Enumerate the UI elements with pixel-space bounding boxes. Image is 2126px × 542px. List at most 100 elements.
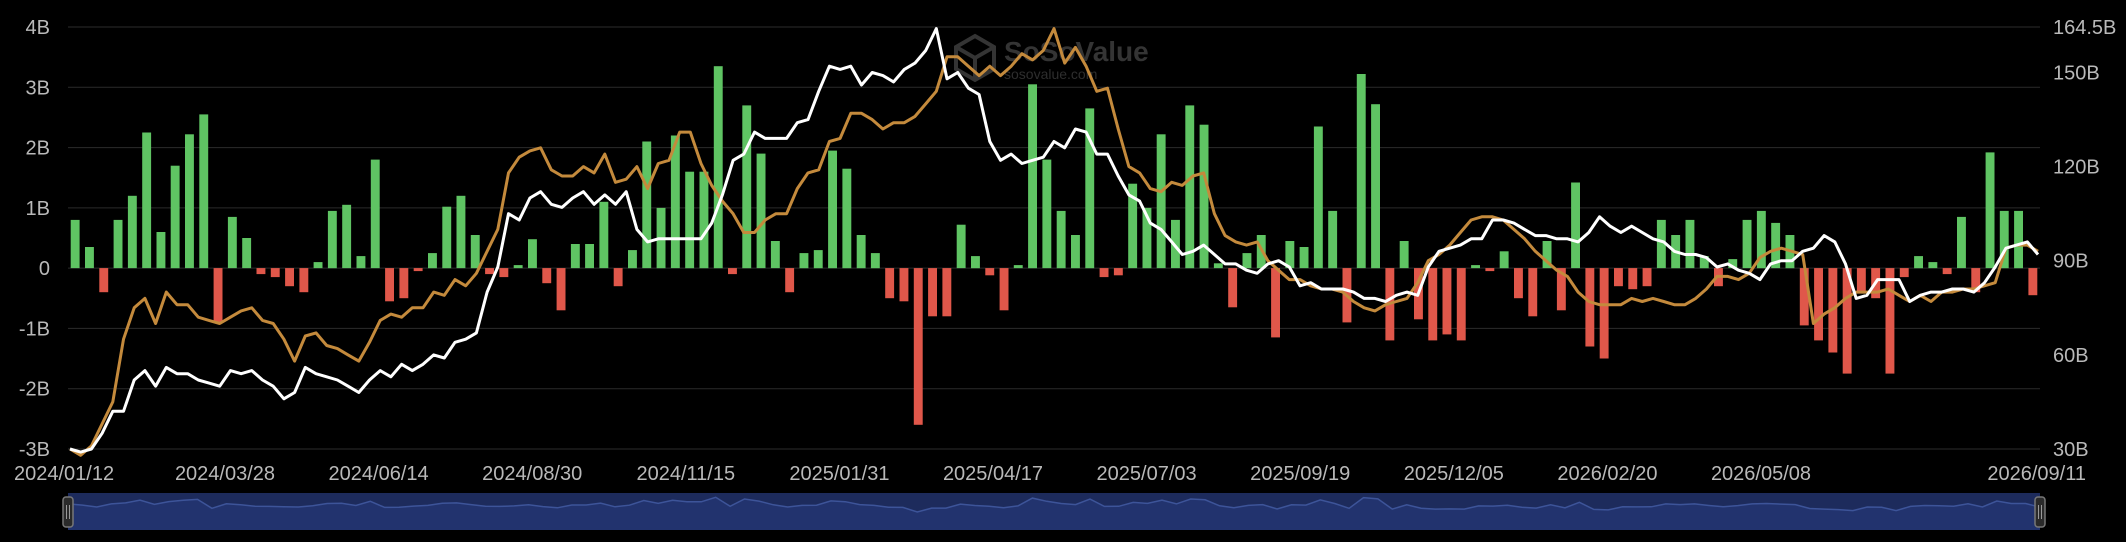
outflow-bar xyxy=(928,268,937,317)
inflow-bar xyxy=(799,253,809,269)
inflow-bar xyxy=(2014,210,2023,269)
outflow-bar xyxy=(1428,268,1438,341)
right-tick-label: 30B xyxy=(2053,439,2089,461)
inflow-bar xyxy=(599,201,609,269)
inflow-bar xyxy=(1756,210,1766,269)
inflow-bar xyxy=(585,244,594,269)
outflow-bar xyxy=(1856,268,1866,293)
inflow-bar xyxy=(1771,222,1781,269)
outflow-bar xyxy=(1271,268,1280,338)
outflow-bar xyxy=(728,268,737,275)
inflow-bar xyxy=(342,204,352,269)
inflow-bar xyxy=(1199,124,1209,269)
inflow-bar xyxy=(813,250,823,269)
inflow-bar xyxy=(185,134,194,269)
inflow-bar xyxy=(956,224,966,269)
left-tick-label: 2B xyxy=(26,138,50,160)
inflow-bar xyxy=(456,195,466,269)
outflow-bar xyxy=(1456,268,1466,341)
inflow-bar xyxy=(713,66,723,269)
left-tick-label: 1B xyxy=(26,198,50,220)
inflow-bar xyxy=(242,238,252,269)
asset-lines xyxy=(69,27,2040,457)
outflow-bar xyxy=(99,268,109,293)
inflow-bar xyxy=(199,114,209,269)
x-tick-label: 2024/08/30 xyxy=(482,463,582,485)
outflow-bar xyxy=(1642,268,1652,287)
outflow-bar xyxy=(1628,268,1638,290)
outflow-bar xyxy=(985,268,995,276)
outflow-bar xyxy=(942,268,952,317)
x-tick-label: 2025/01/31 xyxy=(789,463,889,485)
right-tick-label: 164.5B xyxy=(2053,17,2116,39)
outflow-bar xyxy=(542,268,552,284)
outflow-bar xyxy=(1599,268,1609,359)
inflow-bar xyxy=(756,153,766,269)
outflow-bar xyxy=(899,268,909,302)
inflow-bar xyxy=(1957,216,1966,269)
inflow-bar xyxy=(1656,219,1666,269)
inflow-bar xyxy=(327,210,337,269)
outflow-bar xyxy=(213,268,223,323)
inflow-bar xyxy=(1028,84,1037,269)
x-tick-label: 2026/05/08 xyxy=(1711,463,1811,485)
outflow-bar xyxy=(1942,268,1952,275)
outflow-bar xyxy=(1485,268,1495,272)
inflow-bar xyxy=(70,219,80,269)
x-tick-label: 2025/09/19 xyxy=(1250,463,1350,485)
inflow-bar xyxy=(1699,256,1709,269)
inflow-bar xyxy=(842,168,852,269)
navigator-right-handle[interactable] xyxy=(2034,496,2046,528)
outflow-bar xyxy=(256,268,266,275)
outflow-bar xyxy=(399,268,409,299)
outflow-bar xyxy=(1971,268,1981,293)
inflow-bar xyxy=(770,241,780,269)
inflow-bar xyxy=(513,265,523,269)
x-tick-label: 2024/06/14 xyxy=(329,463,429,485)
inflow-bar xyxy=(1985,152,1995,269)
inflow-bar xyxy=(1156,134,1166,269)
inflow-bar xyxy=(1685,219,1695,269)
outflow-bar xyxy=(1528,268,1538,317)
right-tick-label: 150B xyxy=(2053,62,2100,84)
inflow-bar xyxy=(1499,251,1509,269)
inflow-bar xyxy=(628,250,637,269)
outflow-bar xyxy=(613,268,623,287)
inflow-bar xyxy=(670,135,680,269)
outflow-bar xyxy=(1614,268,1623,287)
left-tick-label: 4B xyxy=(26,17,50,39)
inflow-bar xyxy=(971,256,980,269)
inflow-bar xyxy=(1056,210,1066,269)
outflow-bar xyxy=(1899,268,1909,278)
inflow-bar xyxy=(470,235,480,269)
outflow-bar xyxy=(1585,268,1595,347)
x-tick-label: 2025/12/05 xyxy=(1404,463,1504,485)
x-axis-ticks: 2024/01/12 2024/03/28 2024/06/14 2024/08/30… xyxy=(14,463,2086,485)
outflow-bar xyxy=(485,268,494,275)
outflow-bar xyxy=(785,268,795,293)
outflow-bar xyxy=(270,268,280,278)
outflow-bar xyxy=(385,268,394,302)
navigator-left-handle[interactable] xyxy=(62,496,74,528)
inflow-bar xyxy=(113,219,123,269)
inflow-bar xyxy=(1085,108,1095,269)
left-tick-label: -3B xyxy=(19,439,50,461)
inflow-bar xyxy=(742,105,752,269)
x-tick-label: 2024/01/12 xyxy=(14,463,114,485)
outflow-bar xyxy=(1113,268,1123,276)
inflow-bar xyxy=(828,150,837,269)
x-tick-label: 2025/04/17 xyxy=(943,463,1043,485)
inflow-bar xyxy=(1185,105,1195,269)
x-tick-label: 2026/02/20 xyxy=(1557,463,1657,485)
gold-series-line xyxy=(69,27,2039,457)
navigator-trace xyxy=(67,496,2041,513)
outflow-bar xyxy=(556,268,566,311)
inflow-bar xyxy=(856,235,866,269)
outflow-bar xyxy=(1799,268,1809,326)
inflow-bar xyxy=(1128,183,1138,269)
inflow-bar xyxy=(1042,159,1052,269)
left-tick-label: 0 xyxy=(39,258,50,280)
range-navigator[interactable] xyxy=(62,493,2046,530)
inflow-bar xyxy=(1328,210,1338,269)
